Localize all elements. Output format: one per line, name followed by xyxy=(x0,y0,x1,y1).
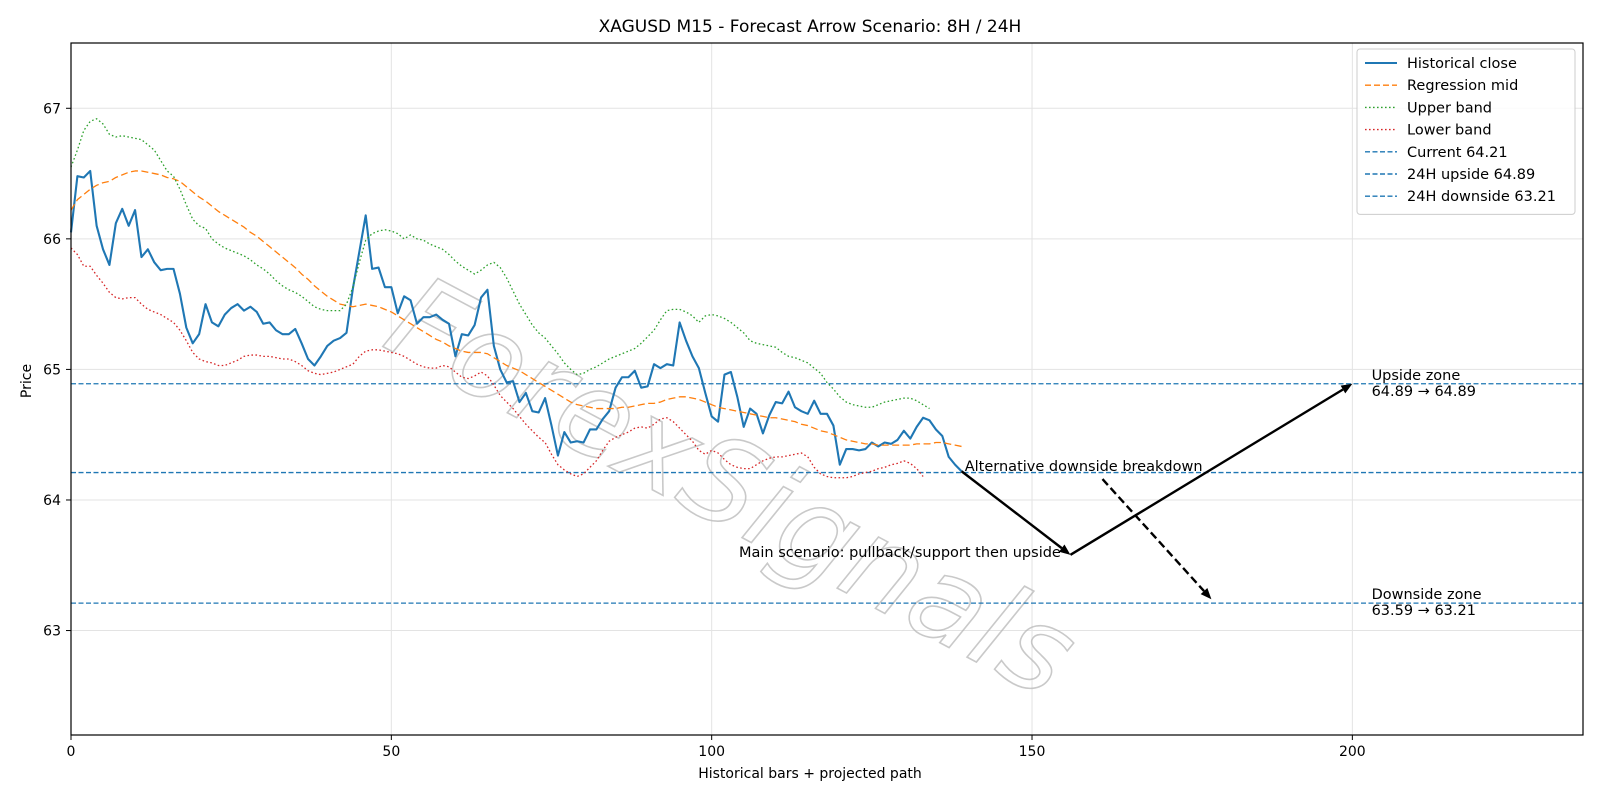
axis-ticks: 0 50 100 150 200 63 64 65 66 67 xyxy=(43,101,1366,760)
series-line xyxy=(70,247,924,479)
y-axis-label: Price xyxy=(19,364,35,398)
grid xyxy=(70,43,1583,735)
y-tick-label: 67 xyxy=(43,101,61,117)
y-tick-label: 64 xyxy=(43,493,61,509)
legend-label: Lower band xyxy=(1407,123,1492,139)
annotations: Alternative downside breakdown Main scena… xyxy=(739,368,1482,619)
x-tick-label: 50 xyxy=(382,744,400,760)
chart-title: XAGUSD M15 - Forecast Arrow Scenario: 8H… xyxy=(599,17,1022,37)
annotation-text: Main scenario: pullback/support then ups… xyxy=(739,545,1061,561)
legend-label: Current 64.21 xyxy=(1407,145,1508,161)
zone-range: 64.89 → 64.89 xyxy=(1372,384,1476,400)
legend-label: Regression mid xyxy=(1407,78,1518,94)
zone-range: 63.59 → 63.21 xyxy=(1372,603,1476,619)
arrow-head xyxy=(1340,383,1353,394)
scenario-arrow xyxy=(960,470,1063,550)
x-tick-label: 100 xyxy=(698,744,725,760)
series-line xyxy=(70,170,962,448)
x-axis-label: Historical bars + projected path xyxy=(698,766,922,782)
x-tick-label: 150 xyxy=(1019,744,1046,760)
arrow-head xyxy=(1058,544,1071,555)
legend-label: Upper band xyxy=(1407,100,1492,116)
scenario-arrow xyxy=(1069,388,1344,556)
y-tick-label: 63 xyxy=(43,624,61,640)
series-lines xyxy=(69,118,963,479)
reference-lines xyxy=(71,383,1583,604)
legend-box xyxy=(1356,48,1576,215)
y-tick-label: 66 xyxy=(43,232,61,248)
arrow-head xyxy=(1200,588,1212,600)
series-line xyxy=(69,169,963,472)
annotation-text: Alternative downside breakdown xyxy=(965,459,1203,475)
scenario-arrow xyxy=(1101,478,1205,592)
x-tick-label: 0 xyxy=(67,744,76,760)
legend-label: Historical close xyxy=(1407,56,1517,72)
series-line xyxy=(70,118,930,410)
scenario-arrows xyxy=(960,383,1353,600)
legend-label: 24H downside 63.21 xyxy=(1407,189,1556,205)
zone-title: Downside zone xyxy=(1372,587,1482,603)
y-tick-label: 65 xyxy=(43,362,61,378)
zone-title: Upside zone xyxy=(1372,368,1461,384)
legend-label: 24H upside 64.89 xyxy=(1407,167,1535,183)
legend: Historical close Regression mid Upper band… xyxy=(1356,48,1576,215)
plot-frame xyxy=(70,42,1584,736)
x-tick-label: 200 xyxy=(1339,744,1366,760)
